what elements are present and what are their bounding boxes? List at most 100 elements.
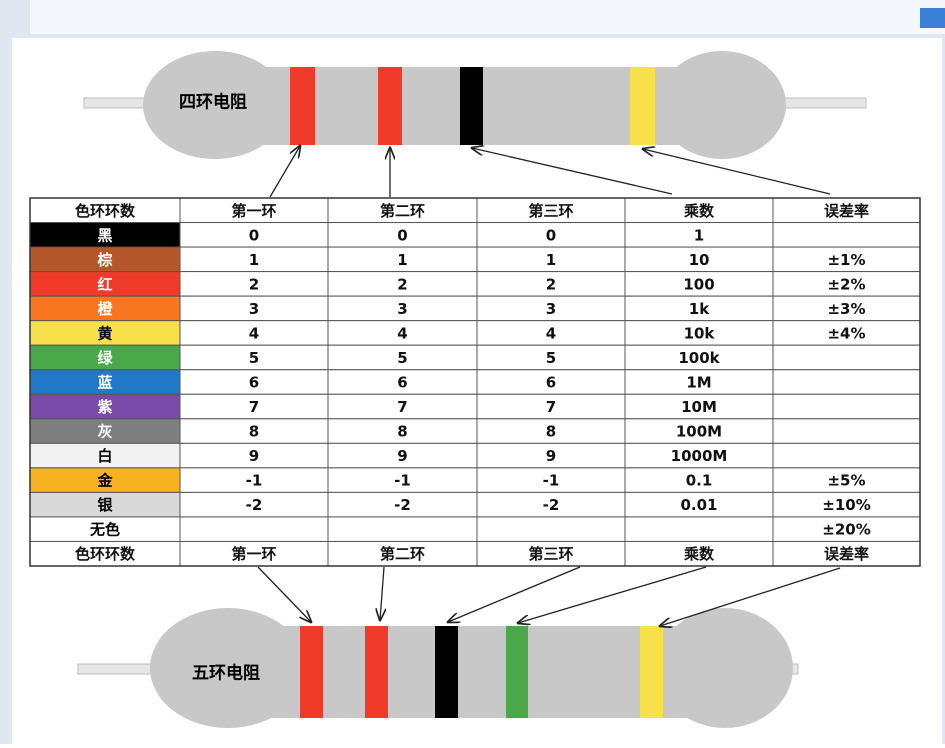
cell-text: 2 xyxy=(397,275,407,293)
cell-text: 1M xyxy=(686,374,711,392)
table-cell xyxy=(29,418,181,444)
table-cell xyxy=(179,295,329,322)
cell-text: 4 xyxy=(397,324,407,342)
cell-text: 1000M xyxy=(671,447,728,465)
cell-text: 紫 xyxy=(97,398,112,416)
four-band-resistor: 四环电阻 xyxy=(83,51,867,159)
table-cell xyxy=(772,222,921,248)
table-cell xyxy=(476,491,626,518)
table-cell xyxy=(179,491,329,518)
cell-text: 4 xyxy=(249,324,259,342)
cell-text: 7 xyxy=(249,398,259,416)
table-cell xyxy=(476,222,626,248)
table-cell xyxy=(476,295,626,322)
table-cell xyxy=(327,320,478,346)
cell-text: ±10% xyxy=(822,496,870,514)
cell-text: 9 xyxy=(397,447,407,465)
resistor-label: 五环电阻 xyxy=(192,663,260,684)
cell-text: 10M xyxy=(681,398,717,416)
cell-text: 第三环 xyxy=(528,202,573,220)
table-cell xyxy=(624,540,774,567)
cell-text: 8 xyxy=(546,423,556,441)
cell-text: 1 xyxy=(694,226,704,244)
table-cell xyxy=(179,393,329,420)
cell-text: 2 xyxy=(546,275,556,293)
cell-text: 100k xyxy=(678,349,720,367)
cell-text: 8 xyxy=(249,423,259,441)
cell-text: 绿 xyxy=(97,349,113,367)
table-cell xyxy=(476,393,626,420)
cell-text: 5 xyxy=(546,349,556,367)
cell-text: 0.1 xyxy=(686,472,713,490)
cell-text: 8 xyxy=(397,423,407,441)
cell-text: 2 xyxy=(249,275,259,293)
cell-text: -2 xyxy=(246,496,263,514)
table-cell xyxy=(624,516,774,542)
table-cell xyxy=(327,295,478,322)
cell-text: 1 xyxy=(249,251,259,269)
cell-text: 白 xyxy=(97,447,112,465)
table-border xyxy=(29,197,921,567)
table-cell xyxy=(179,540,329,567)
table-cell xyxy=(772,491,921,518)
cell-text: 第二环 xyxy=(380,202,425,220)
table-cell xyxy=(179,320,329,346)
cell-text: -2 xyxy=(543,496,560,514)
cell-text: 第一环 xyxy=(231,545,276,563)
table-cell xyxy=(179,222,329,248)
cell-text: 0 xyxy=(546,226,556,244)
cell-text: 5 xyxy=(249,349,259,367)
cell-text: ±5% xyxy=(827,472,865,490)
table-cell xyxy=(327,344,478,371)
table-cell xyxy=(772,467,921,493)
table-cell xyxy=(179,442,329,469)
table-cell xyxy=(179,271,329,297)
cell-text: 7 xyxy=(546,398,556,416)
cell-text: ±4% xyxy=(827,324,865,342)
cell-text: 10 xyxy=(689,251,710,269)
table-cell xyxy=(476,246,626,273)
cell-text: 灰 xyxy=(97,423,112,441)
cell-text: 3 xyxy=(397,300,407,318)
cell-text: 蓝 xyxy=(97,374,112,392)
table-cell xyxy=(772,516,921,542)
cell-text: 3 xyxy=(546,300,556,318)
table-cell xyxy=(624,393,774,420)
table-cell xyxy=(624,246,774,273)
cell-text: 6 xyxy=(397,374,407,392)
cell-text: -2 xyxy=(394,496,411,514)
cell-text: 0 xyxy=(397,226,407,244)
cell-text: 100M xyxy=(676,423,722,441)
cell-text: 乘数 xyxy=(683,202,715,220)
table-cell xyxy=(179,418,329,444)
cell-text: ±20% xyxy=(822,521,870,539)
table-cell xyxy=(772,320,921,346)
cell-text: 黄 xyxy=(97,324,112,342)
cell-text: 0.01 xyxy=(680,496,717,514)
table-cell xyxy=(179,369,329,395)
cell-text: 5 xyxy=(397,349,407,367)
cell-text: 6 xyxy=(546,374,556,392)
cell-text: 10k xyxy=(684,324,716,342)
cell-text: 7 xyxy=(397,398,407,416)
table-cell xyxy=(327,467,478,493)
top-arrows xyxy=(269,146,831,198)
resistor-label: 四环电阻 xyxy=(179,92,247,113)
table-cell xyxy=(29,516,181,542)
cell-text: 银 xyxy=(97,496,113,514)
table-cell xyxy=(29,393,181,420)
cell-text: 3 xyxy=(249,300,259,318)
bottom-arrows xyxy=(257,566,841,626)
cell-text: 第一环 xyxy=(231,202,276,220)
table-cell xyxy=(476,467,626,493)
table-cell xyxy=(772,344,921,371)
cell-text: 第二环 xyxy=(380,545,425,563)
cell-text: 9 xyxy=(546,447,556,465)
five-band-resistor: 五环电阻 xyxy=(77,608,799,728)
cell-text: 误差率 xyxy=(824,545,869,563)
table-cell xyxy=(476,369,626,395)
cell-text: -1 xyxy=(394,472,411,490)
cell-text: 乘数 xyxy=(683,545,715,563)
